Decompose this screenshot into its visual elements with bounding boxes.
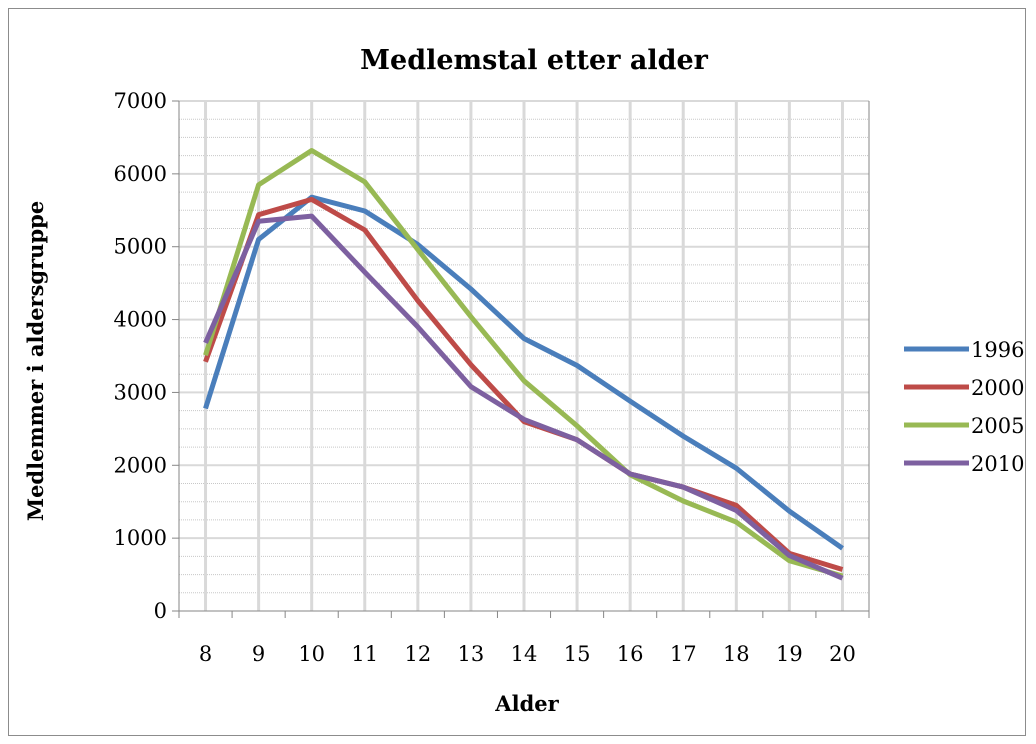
- chart-title: Medlemstal etter alder: [360, 45, 709, 76]
- y-tick-label: 6000: [114, 162, 167, 186]
- line-chart: Medlemstal etter alder 0 1000 2000 3000 4000…: [23, 45, 1024, 716]
- legend-label-1996: 1996: [971, 338, 1024, 362]
- x-tick-label: 18: [723, 642, 750, 666]
- x-tick-label: 12: [404, 642, 431, 666]
- legend-label-2010: 2010: [971, 452, 1024, 476]
- series-lines: [203, 148, 844, 581]
- x-tick-label: 17: [670, 642, 697, 666]
- legend-label-2000: 2000: [971, 376, 1024, 400]
- y-tick-label: 2000: [114, 453, 167, 477]
- y-axis-ticks: 0 1000 2000 3000 4000 5000 6000 7000: [114, 89, 179, 623]
- series-line-2010: [203, 213, 844, 581]
- y-tick-label: 4000: [114, 308, 167, 332]
- y-tick-label: 5000: [114, 235, 167, 259]
- x-tick-label: 15: [564, 642, 591, 666]
- x-axis-title: Alder: [494, 691, 559, 716]
- x-tick-label: 8: [199, 642, 212, 666]
- y-axis-title: Medlemmer i aldersgruppe: [23, 201, 48, 521]
- plot-area: [178, 100, 870, 612]
- chart-frame: Medlemstal etter alder 0 1000 2000 3000 4000…: [8, 8, 1026, 736]
- x-tick-label: 16: [617, 642, 644, 666]
- y-tick-label: 7000: [114, 89, 167, 113]
- series-line-2005: [203, 148, 844, 579]
- x-tick-label: 9: [252, 642, 265, 666]
- x-tick-label: 13: [458, 642, 485, 666]
- x-tick-label: 11: [351, 642, 378, 666]
- x-tick-label: 14: [511, 642, 538, 666]
- y-tick-label: 3000: [114, 380, 167, 404]
- x-axis-ticks: 8 9 10 11 12 13 14 15 16 17 18 19 20: [178, 611, 870, 666]
- y-tick-label: 1000: [114, 526, 167, 550]
- y-tick-label: 0: [154, 599, 167, 623]
- x-tick-label: 10: [298, 642, 325, 666]
- x-tick-label: 19: [776, 642, 803, 666]
- legend: 1996 2000 2005 2010: [904, 338, 1024, 476]
- x-tick-label: 20: [829, 642, 856, 666]
- legend-label-2005: 2005: [971, 414, 1024, 438]
